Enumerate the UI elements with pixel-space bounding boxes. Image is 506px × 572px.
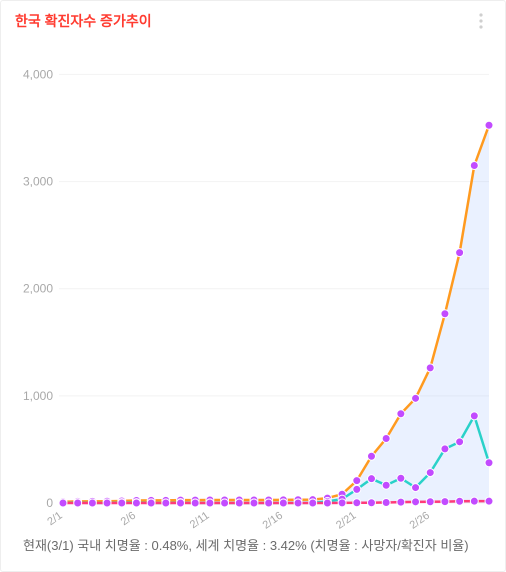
svg-text:1,000: 1,000 bbox=[23, 389, 53, 403]
card-menu-button[interactable] bbox=[471, 11, 491, 31]
card-title: 한국 확진자수 증가추이 bbox=[15, 11, 152, 31]
chart-card: 한국 확진자수 증가추이 01,0002,0003,0004,0002/12/6… bbox=[0, 0, 506, 572]
card-header: 한국 확진자수 증가추이 bbox=[1, 1, 505, 37]
kebab-menu-icon bbox=[479, 13, 483, 29]
line-chart: 01,0002,0003,0004,0002/12/62/112/162/212… bbox=[1, 37, 506, 537]
svg-text:2,000: 2,000 bbox=[23, 282, 53, 296]
chart-subtitle: 현재(3/1) 국내 치명율 : 0.48%, 세계 치명율 : 3.42% (… bbox=[1, 537, 505, 565]
svg-text:3,000: 3,000 bbox=[23, 175, 53, 189]
svg-text:0: 0 bbox=[46, 496, 53, 510]
chart-area: 01,0002,0003,0004,0002/12/62/112/162/212… bbox=[1, 37, 505, 537]
svg-text:4,000: 4,000 bbox=[23, 67, 53, 81]
